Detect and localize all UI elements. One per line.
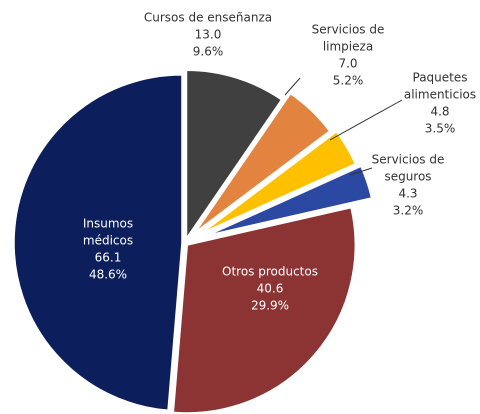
value-label: 40.6 (257, 282, 284, 296)
pie-slice (194, 92, 331, 233)
slice-label: Otros productos (222, 265, 318, 279)
percent-label: 9.6% (193, 45, 224, 59)
value-label: 13.0 (195, 28, 222, 42)
percent-label: 3.2% (393, 204, 424, 218)
slice-label: Servicios de (372, 153, 445, 167)
pie-slice (207, 165, 373, 237)
percent-label: 29.9% (251, 299, 289, 313)
slice-label: Cursos de enseñanza (144, 11, 272, 25)
slice-label: limpieza (323, 40, 373, 54)
value-label: 66.1 (95, 251, 122, 265)
slice-label: alimenticios (404, 88, 476, 102)
value-label: 4.8 (430, 105, 449, 119)
leader-line (329, 99, 403, 141)
percent-label: 3.5% (425, 122, 456, 136)
percent-label: 5.2% (333, 74, 364, 88)
pie-slice (172, 206, 356, 414)
value-label: 4.3 (398, 187, 417, 201)
percent-label: 48.6% (89, 268, 127, 282)
slice-label: Servicios de (312, 23, 385, 37)
slice-label: seguros (384, 170, 431, 184)
leader-line (349, 167, 373, 176)
pie-slice (201, 130, 357, 234)
pie-slice (185, 69, 283, 241)
slice-label: Insumos (83, 217, 133, 231)
slice-label: médicos (83, 234, 133, 248)
leader-line (284, 77, 301, 96)
slice-label: Paquetes (413, 71, 468, 85)
value-label: 7.0 (338, 57, 357, 71)
pie-slice (13, 74, 183, 412)
